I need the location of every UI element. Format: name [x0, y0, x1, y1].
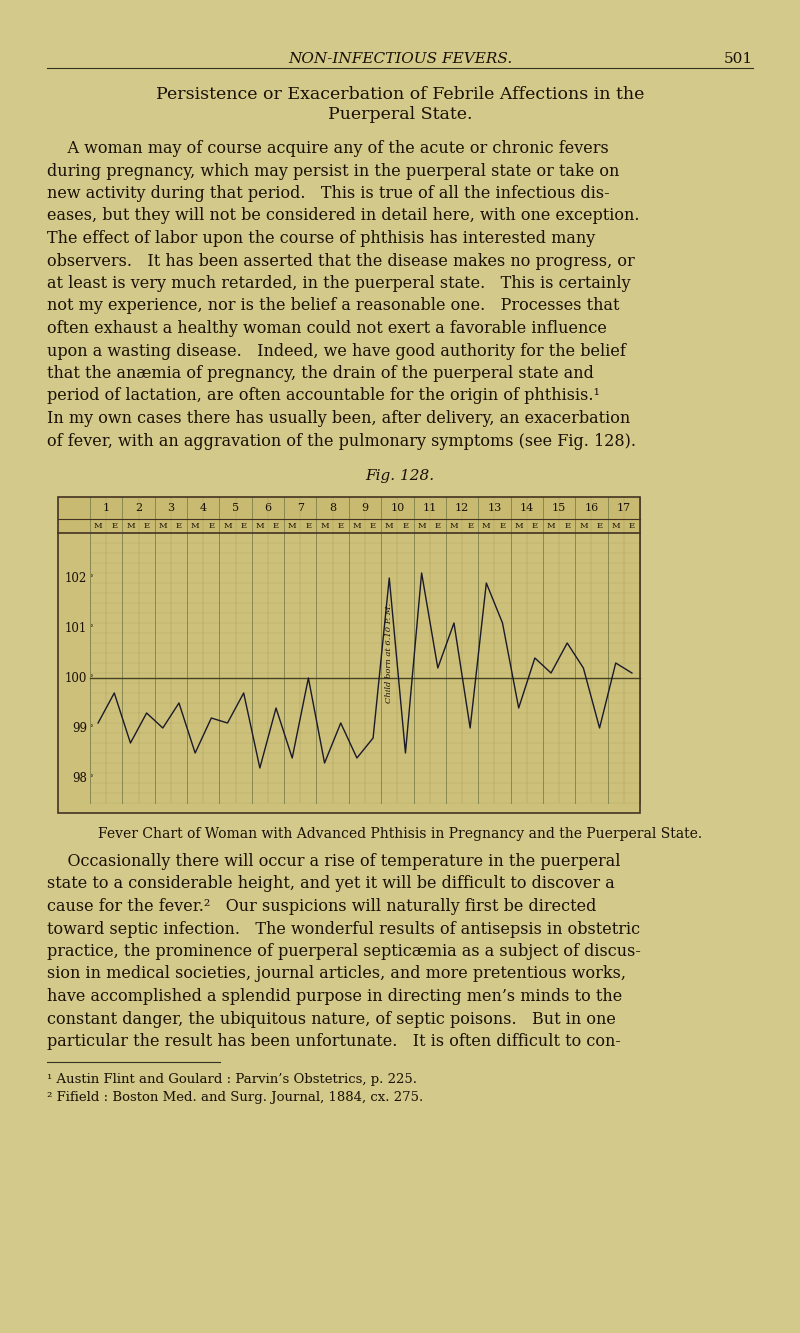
Text: constant danger, the ubiquitous nature, of septic poisons.   But in one: constant danger, the ubiquitous nature, … [47, 1010, 616, 1028]
Bar [58, 497, 640, 813]
Text: of fever, with an aggravation of the pulmonary symptoms (see Fig. 128).: of fever, with an aggravation of the pul… [47, 432, 636, 449]
Text: E: E [532, 523, 538, 531]
Text: °: ° [89, 575, 93, 583]
Text: Persistence or Exacerbation of Febrile Affections in the: Persistence or Exacerbation of Febrile A… [156, 87, 644, 103]
Text: during pregnancy, which may persist in the puerperal state or take on: during pregnancy, which may persist in t… [47, 163, 619, 180]
Text: A woman may of course acquire any of the acute or chronic fevers: A woman may of course acquire any of the… [47, 140, 609, 157]
Text: °: ° [89, 624, 93, 632]
Text: sion in medical societies, journal articles, and more pretentious works,: sion in medical societies, journal artic… [47, 965, 626, 982]
Text: 2: 2 [135, 503, 142, 513]
Text: E: E [208, 523, 214, 531]
Text: E: E [499, 523, 506, 531]
Text: NON-INFECTIOUS FEVERS.: NON-INFECTIOUS FEVERS. [288, 52, 512, 67]
Text: M: M [320, 523, 329, 531]
Text: M: M [385, 523, 394, 531]
Text: 8: 8 [329, 503, 336, 513]
Text: 1: 1 [102, 503, 110, 513]
Text: have accomplished a splendid purpose in directing men’s minds to the: have accomplished a splendid purpose in … [47, 988, 622, 1005]
Text: often exhaust a healthy woman could not exert a favorable influence: often exhaust a healthy woman could not … [47, 320, 607, 337]
Text: E: E [597, 523, 602, 531]
Text: that the anæmia of pregnancy, the drain of the puerperal state and: that the anæmia of pregnancy, the drain … [47, 365, 594, 383]
Text: M: M [94, 523, 102, 531]
Text: period of lactation, are often accountable for the origin of phthisis.¹: period of lactation, are often accountab… [47, 388, 600, 404]
Text: 9: 9 [362, 503, 369, 513]
Text: The effect of labor upon the course of phthisis has interested many: The effect of labor upon the course of p… [47, 231, 595, 247]
Text: In my own cases there has usually been, after delivery, an exacerbation: In my own cases there has usually been, … [47, 411, 630, 427]
Text: M: M [126, 523, 134, 531]
Text: not my experience, nor is the belief a reasonable one.   Processes that: not my experience, nor is the belief a r… [47, 297, 619, 315]
Text: 102: 102 [65, 572, 87, 584]
Text: state to a considerable height, and yet it will be difficult to discover a: state to a considerable height, and yet … [47, 876, 614, 893]
Text: M: M [514, 523, 523, 531]
Text: M: M [482, 523, 490, 531]
Text: M: M [191, 523, 199, 531]
Text: E: E [241, 523, 246, 531]
Text: M: M [158, 523, 167, 531]
Text: 16: 16 [584, 503, 598, 513]
Text: E: E [143, 523, 150, 531]
Text: E: E [176, 523, 182, 531]
Text: 10: 10 [390, 503, 405, 513]
Text: 17: 17 [617, 503, 631, 513]
Text: M: M [611, 523, 620, 531]
Text: E: E [402, 523, 409, 531]
Text: ¹ Austin Flint and Goulard : Parvin’s Obstetrics, p. 225.: ¹ Austin Flint and Goulard : Parvin’s Ob… [47, 1073, 417, 1086]
Text: 100: 100 [65, 672, 87, 685]
Text: 101: 101 [65, 621, 87, 635]
Text: °: ° [89, 724, 93, 732]
Text: 7: 7 [297, 503, 304, 513]
Text: M: M [223, 523, 232, 531]
Text: E: E [370, 523, 376, 531]
Text: 501: 501 [724, 52, 753, 67]
Text: Occasionally there will occur a rise of temperature in the puerperal: Occasionally there will occur a rise of … [47, 853, 621, 870]
Text: 6: 6 [264, 503, 271, 513]
Text: at least is very much retarded, in the puerperal state.   This is certainly: at least is very much retarded, in the p… [47, 275, 630, 292]
Bar [58, 519, 640, 533]
Text: 3: 3 [167, 503, 174, 513]
Text: E: E [467, 523, 474, 531]
Text: upon a wasting disease.   Indeed, we have good authority for the belief: upon a wasting disease. Indeed, we have … [47, 343, 626, 360]
Text: 99: 99 [72, 721, 87, 734]
Text: 14: 14 [520, 503, 534, 513]
Text: practice, the prominence of puerperal septicæmia as a subject of discus-: practice, the prominence of puerperal se… [47, 942, 641, 960]
Bar [58, 497, 640, 813]
Text: Fever Chart of Woman with Advanced Phthisis in Pregnancy and the Puerperal State: Fever Chart of Woman with Advanced Phthi… [98, 826, 702, 841]
Text: 98: 98 [72, 772, 87, 785]
Text: particular the result has been unfortunate.   It is often difficult to con-: particular the result has been unfortuna… [47, 1033, 621, 1050]
Text: E: E [338, 523, 344, 531]
Text: Puerperal State.: Puerperal State. [328, 107, 472, 123]
Text: M: M [288, 523, 297, 531]
Text: °: ° [89, 674, 93, 682]
Text: M: M [353, 523, 362, 531]
Text: M: M [546, 523, 555, 531]
Text: 13: 13 [487, 503, 502, 513]
Text: E: E [273, 523, 279, 531]
Text: M: M [255, 523, 264, 531]
Text: 15: 15 [552, 503, 566, 513]
Text: 4: 4 [200, 503, 206, 513]
Text: E: E [434, 523, 441, 531]
Text: observers.   It has been asserted that the disease makes no progress, or: observers. It has been asserted that the… [47, 252, 634, 269]
Text: toward septic infection.   The wonderful results of antisepsis in obstetric: toward septic infection. The wonderful r… [47, 921, 640, 937]
Text: M: M [579, 523, 588, 531]
Text: E: E [111, 523, 118, 531]
Text: eases, but they will not be considered in detail here, with one exception.: eases, but they will not be considered i… [47, 208, 639, 224]
Text: M: M [418, 523, 426, 531]
Text: E: E [564, 523, 570, 531]
Text: E: E [629, 523, 635, 531]
Text: 12: 12 [455, 503, 469, 513]
Text: 11: 11 [422, 503, 437, 513]
Text: °: ° [89, 774, 93, 782]
Text: E: E [306, 523, 311, 531]
Text: ² Fifield : Boston Med. and Surg. Journal, 1884, cx. 275.: ² Fifield : Boston Med. and Surg. Journa… [47, 1092, 423, 1105]
Text: cause for the fever.²   Our suspicions will naturally first be directed: cause for the fever.² Our suspicions wil… [47, 898, 596, 914]
Text: new activity during that period.   This is true of all the infectious dis-: new activity during that period. This is… [47, 185, 610, 203]
Text: 5: 5 [232, 503, 239, 513]
Text: Fig. 128.: Fig. 128. [366, 469, 434, 483]
Bar [58, 497, 640, 519]
Text: Child born at 6.10 P. M.: Child born at 6.10 P. M. [386, 603, 394, 702]
Text: M: M [450, 523, 458, 531]
